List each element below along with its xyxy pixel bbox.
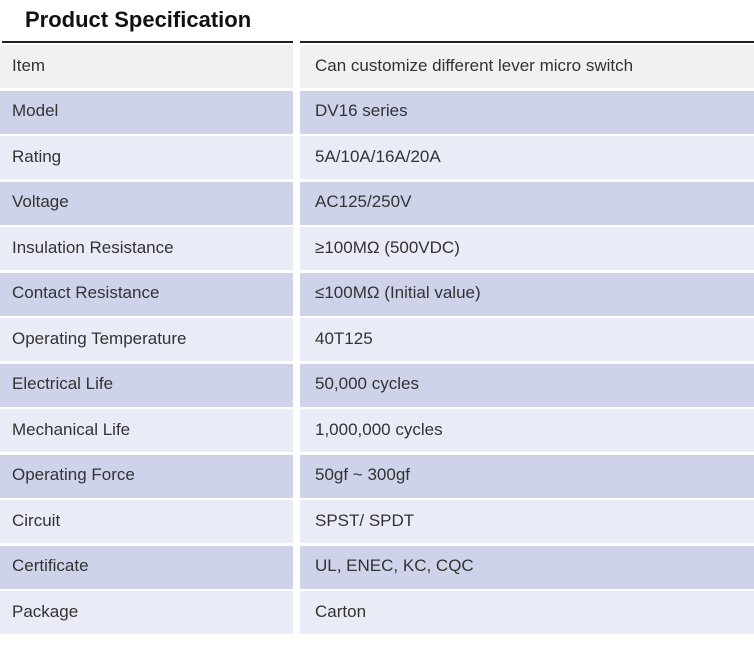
page-title: Product Specification — [25, 7, 252, 32]
spec-value: AC125/250V — [300, 181, 754, 225]
spec-label: Item — [0, 45, 293, 88]
spec-label: Package — [0, 591, 293, 634]
spec-label: Operating Force — [0, 454, 293, 498]
spec-value: UL, ENEC, KC, CQC — [300, 545, 754, 589]
spec-row-operating-temperature: Operating Temperature 40T125 — [0, 318, 754, 361]
spec-value: 50gf ~ 300gf — [300, 454, 754, 498]
spec-label: Voltage — [0, 181, 293, 225]
spec-row-mechanical-life: Mechanical Life 1,000,000 cycles — [0, 409, 754, 452]
table-top-rule — [2, 41, 754, 43]
table-top-rule-label-segment — [2, 41, 293, 43]
spec-row-certificate: Certificate UL, ENEC, KC, CQC — [0, 545, 754, 589]
spec-row-operating-force: Operating Force 50gf ~ 300gf — [0, 454, 754, 498]
spec-label: Rating — [0, 136, 293, 179]
spec-label: Circuit — [0, 500, 293, 543]
spec-row-insulation-resistance: Insulation Resistance ≥100MΩ (500VDC) — [0, 227, 754, 270]
spec-row-model: Model DV16 series — [0, 90, 754, 134]
spec-row-voltage: Voltage AC125/250V — [0, 181, 754, 225]
spec-label: Certificate — [0, 545, 293, 589]
spec-value: 1,000,000 cycles — [300, 409, 754, 452]
spec-value: 50,000 cycles — [300, 363, 754, 407]
spec-row-circuit: Circuit SPST/ SPDT — [0, 500, 754, 543]
spec-row-contact-resistance: Contact Resistance ≤100MΩ (Initial value) — [0, 272, 754, 316]
table-rows: Item Can customize different lever micro … — [0, 45, 754, 634]
spec-row-rating: Rating 5A/10A/16A/20A — [0, 136, 754, 179]
spec-value: 40T125 — [300, 318, 754, 361]
table-top-rule-value-segment — [300, 41, 754, 43]
spec-value: 5A/10A/16A/20A — [300, 136, 754, 179]
spec-label: Insulation Resistance — [0, 227, 293, 270]
spec-value: SPST/ SPDT — [300, 500, 754, 543]
product-spec-table: Item Can customize different lever micro … — [0, 41, 754, 634]
spec-label: Mechanical Life — [0, 409, 293, 452]
spec-row-electrical-life: Electrical Life 50,000 cycles — [0, 363, 754, 407]
spec-value: Can customize different lever micro swit… — [300, 45, 754, 88]
spec-label: Operating Temperature — [0, 318, 293, 361]
spec-row-item: Item Can customize different lever micro … — [0, 45, 754, 88]
spec-label: Model — [0, 90, 293, 134]
spec-value: Carton — [300, 591, 754, 634]
spec-label: Contact Resistance — [0, 272, 293, 316]
spec-row-package: Package Carton — [0, 591, 754, 634]
spec-value: DV16 series — [300, 90, 754, 134]
spec-label: Electrical Life — [0, 363, 293, 407]
spec-value: ≤100MΩ (Initial value) — [300, 272, 754, 316]
spec-value: ≥100MΩ (500VDC) — [300, 227, 754, 270]
